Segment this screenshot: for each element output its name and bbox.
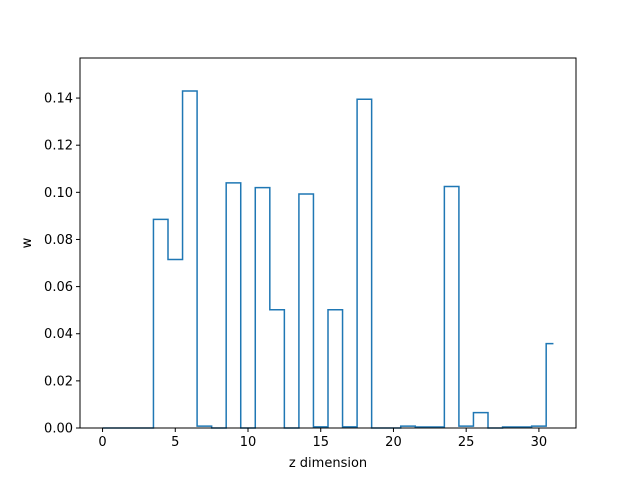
x-axis-label: z dimension	[289, 456, 367, 471]
x-tick-label: 0	[98, 435, 106, 450]
y-axis-label: w	[20, 237, 35, 248]
x-tick-label: 5	[171, 435, 179, 450]
axes-frame	[79, 57, 577, 429]
y-tick-label: 0.06	[44, 280, 73, 295]
y-tick-label: 0.08	[44, 233, 73, 248]
y-tick-label: 0.02	[44, 374, 73, 389]
y-tick-label: 0.04	[44, 327, 73, 342]
y-tick-label: 0.10	[44, 186, 73, 201]
y-tick-label: 0.14	[44, 92, 73, 107]
x-tick-label: 30	[531, 435, 548, 450]
x-tick-label: 20	[385, 435, 402, 450]
y-tick-label: 0.00	[44, 422, 73, 437]
x-axis-ticks: 0 5 10 15 20 25 30	[98, 428, 547, 450]
x-tick-label: 10	[240, 435, 257, 450]
y-axis-ticks: 0.00 0.02 0.04 0.06 0.08 0.10 0.12 0.14	[44, 92, 80, 437]
x-tick-label: 15	[312, 435, 329, 450]
x-tick-label: 25	[458, 435, 475, 450]
y-tick-label: 0.12	[44, 139, 73, 154]
series-line	[102, 90, 554, 429]
plot-area	[102, 90, 554, 429]
